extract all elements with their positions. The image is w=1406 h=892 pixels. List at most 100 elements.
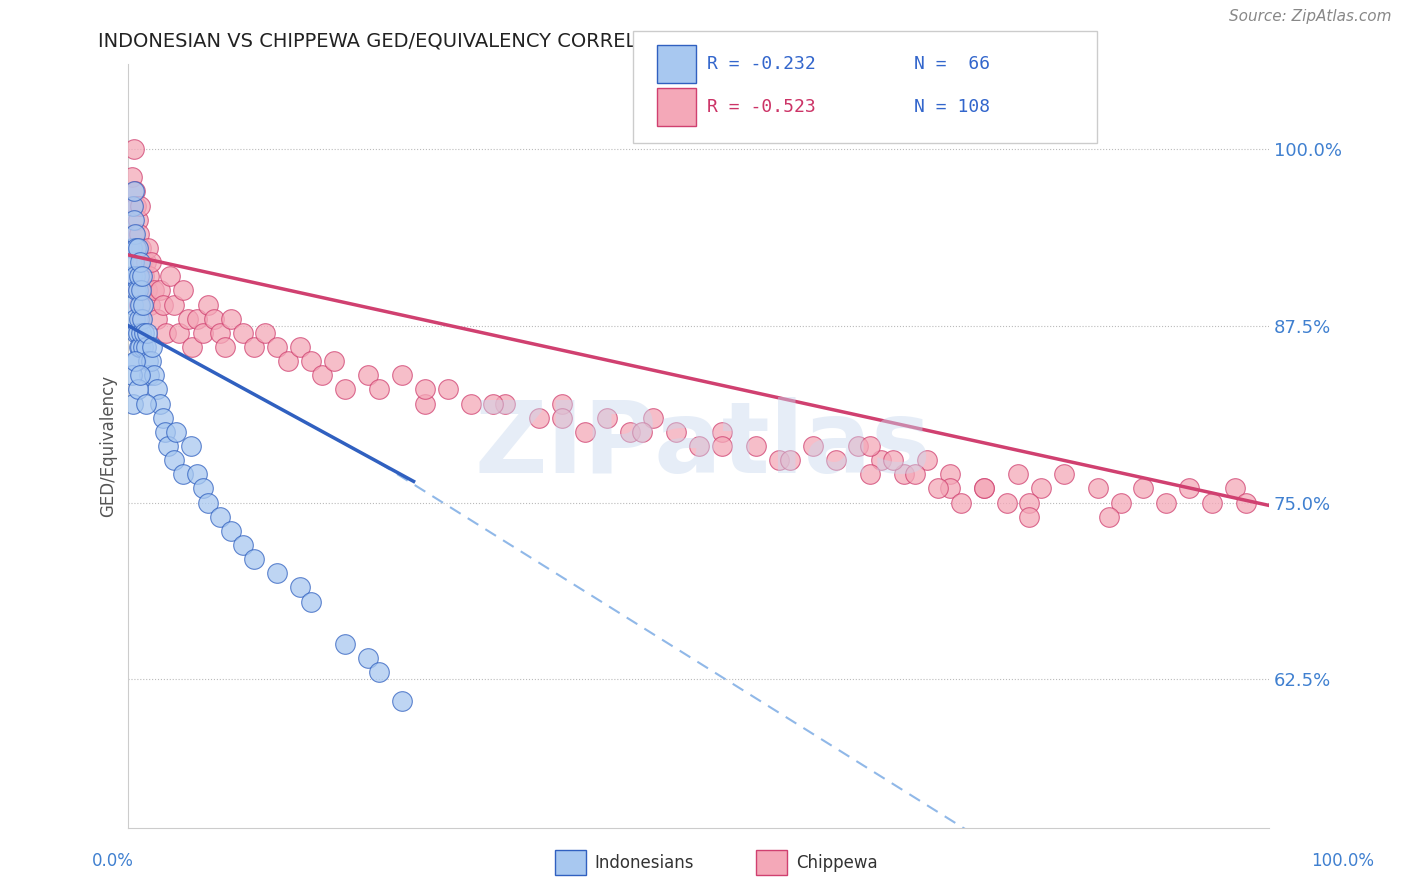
- Point: [859, 439, 882, 453]
- Point: [630, 425, 652, 439]
- Point: [131, 255, 153, 269]
- Point: [132, 284, 155, 298]
- Point: [181, 340, 204, 354]
- Point: [688, 439, 710, 453]
- Point: [141, 354, 163, 368]
- Text: Indonesians: Indonesians: [595, 854, 695, 871]
- Text: R = -0.523: R = -0.523: [707, 98, 815, 116]
- Point: [135, 340, 157, 354]
- Point: [155, 326, 177, 340]
- Point: [122, 198, 145, 212]
- Point: [186, 311, 208, 326]
- Point: [938, 482, 960, 496]
- Point: [231, 326, 253, 340]
- Point: [121, 269, 143, 284]
- Point: [824, 453, 846, 467]
- Point: [159, 269, 181, 284]
- Point: [135, 255, 157, 269]
- Point: [197, 297, 219, 311]
- Point: [848, 439, 870, 453]
- Point: [136, 241, 159, 255]
- Point: [122, 227, 145, 241]
- Point: [1087, 482, 1109, 496]
- Point: [127, 241, 149, 255]
- Point: [333, 383, 356, 397]
- Point: [973, 482, 995, 496]
- Point: [167, 326, 190, 340]
- Point: [357, 651, 380, 665]
- Point: [172, 284, 194, 298]
- Point: [1201, 495, 1223, 509]
- Point: [138, 269, 160, 284]
- Point: [1132, 482, 1154, 496]
- Point: [527, 410, 550, 425]
- Point: [710, 439, 733, 453]
- Point: [202, 311, 225, 326]
- Point: [152, 410, 174, 425]
- Point: [146, 311, 169, 326]
- Point: [128, 198, 150, 212]
- Point: [180, 439, 202, 453]
- Point: [128, 269, 150, 284]
- Point: [413, 383, 436, 397]
- Point: [132, 297, 155, 311]
- Point: [149, 396, 172, 410]
- Point: [243, 552, 266, 566]
- Point: [122, 396, 145, 410]
- Point: [141, 255, 163, 269]
- Point: [191, 326, 214, 340]
- Point: [122, 185, 145, 199]
- Text: INDONESIAN VS CHIPPEWA GED/EQUIVALENCY CORRELATION CHART: INDONESIAN VS CHIPPEWA GED/EQUIVALENCY C…: [98, 31, 769, 50]
- Point: [1018, 509, 1040, 524]
- Point: [208, 509, 231, 524]
- Point: [551, 396, 574, 410]
- Point: [128, 340, 150, 354]
- Point: [1223, 482, 1246, 496]
- Point: [1053, 467, 1076, 482]
- Point: [254, 326, 277, 340]
- Point: [127, 212, 149, 227]
- Point: [596, 410, 619, 425]
- Point: [165, 425, 187, 439]
- Point: [266, 340, 288, 354]
- Point: [214, 340, 236, 354]
- Point: [288, 581, 311, 595]
- Point: [122, 297, 145, 311]
- Point: [299, 354, 322, 368]
- Point: [744, 439, 766, 453]
- Point: [127, 284, 149, 298]
- Point: [124, 241, 146, 255]
- Point: [136, 354, 159, 368]
- Point: [129, 326, 152, 340]
- Point: [142, 284, 165, 298]
- Point: [266, 566, 288, 581]
- Point: [146, 383, 169, 397]
- Point: [208, 326, 231, 340]
- Point: [128, 269, 150, 284]
- Point: [243, 340, 266, 354]
- Point: [138, 368, 160, 383]
- Text: N =  66: N = 66: [914, 55, 990, 73]
- Point: [882, 453, 904, 467]
- Point: [122, 142, 145, 156]
- Point: [128, 227, 150, 241]
- Point: [915, 453, 938, 467]
- Point: [368, 665, 391, 680]
- Point: [995, 495, 1018, 509]
- Point: [927, 482, 949, 496]
- Point: [124, 311, 146, 326]
- Point: [779, 453, 801, 467]
- Point: [665, 425, 688, 439]
- Point: [1029, 482, 1052, 496]
- Point: [134, 269, 156, 284]
- Point: [163, 297, 186, 311]
- Point: [299, 594, 322, 608]
- Point: [149, 284, 172, 298]
- Point: [950, 495, 973, 509]
- Point: [125, 284, 148, 298]
- Point: [1007, 467, 1029, 482]
- Point: [368, 383, 391, 397]
- Point: [139, 297, 162, 311]
- Point: [219, 311, 242, 326]
- Point: [125, 269, 148, 284]
